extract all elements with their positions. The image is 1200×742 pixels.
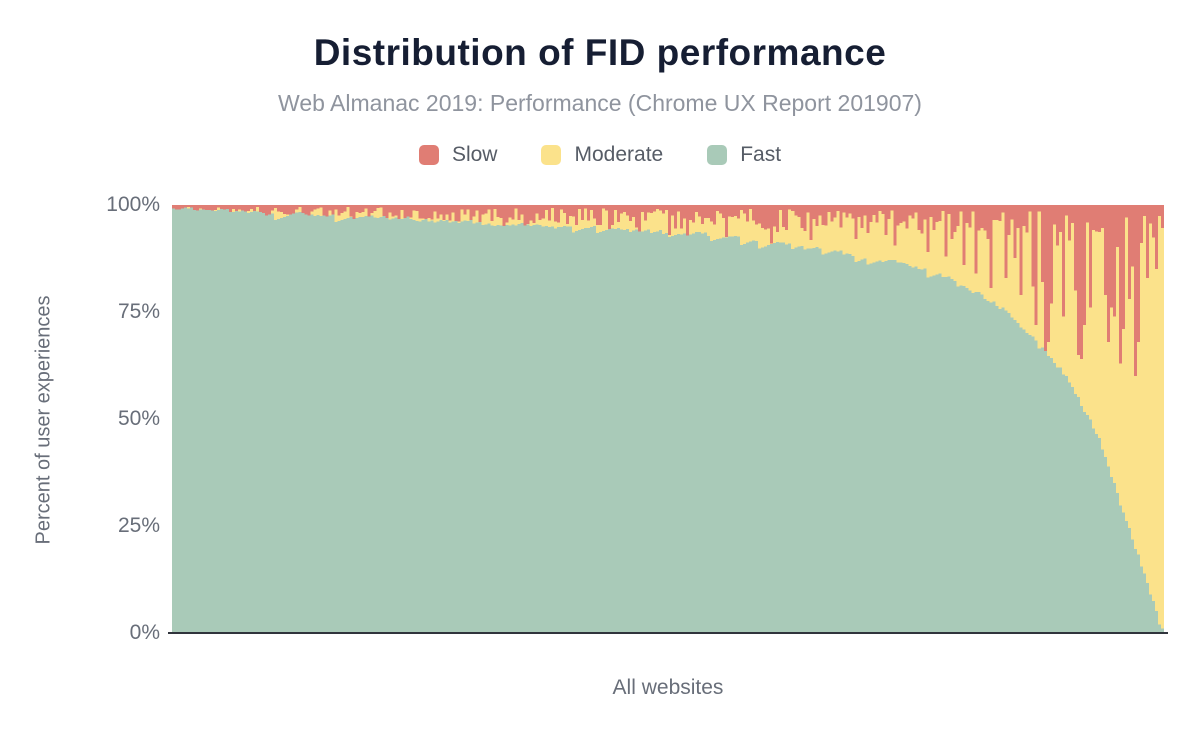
legend-label-moderate: Moderate xyxy=(574,143,664,166)
legend-item-fast: Fast xyxy=(707,143,781,167)
plot-area xyxy=(172,205,1164,633)
legend-swatch-slow xyxy=(418,145,439,165)
legend-label-fast: Fast xyxy=(740,143,782,166)
fast-area xyxy=(172,207,1164,633)
y-tick-label-75: 75% xyxy=(117,300,160,323)
stacked-bar-svg xyxy=(172,205,1164,633)
chart-subtitle: Web Almanac 2019: Performance (Chrome UX… xyxy=(278,90,922,116)
legend-swatch-fast xyxy=(707,145,728,165)
moderate-area xyxy=(172,206,1164,629)
legend-label-slow: Slow xyxy=(451,143,498,166)
legend-swatch-moderate xyxy=(541,145,562,165)
legend-item-slow: Slow xyxy=(418,143,498,167)
y-axis-title: Percent of user experiences xyxy=(32,295,55,545)
x-axis-line xyxy=(168,632,1168,634)
legend-item-moderate: Moderate xyxy=(541,143,663,167)
legend: Slow Moderate Fast xyxy=(0,143,1200,167)
x-axis-title: All websites xyxy=(612,676,724,699)
y-tick-label-0: 0% xyxy=(129,621,160,644)
chart-title: Distribution of FID performance xyxy=(313,32,887,73)
y-tick-label-25: 25% xyxy=(117,514,160,537)
y-tick-label-100: 100% xyxy=(106,193,160,216)
y-tick-label-50: 50% xyxy=(117,407,160,430)
